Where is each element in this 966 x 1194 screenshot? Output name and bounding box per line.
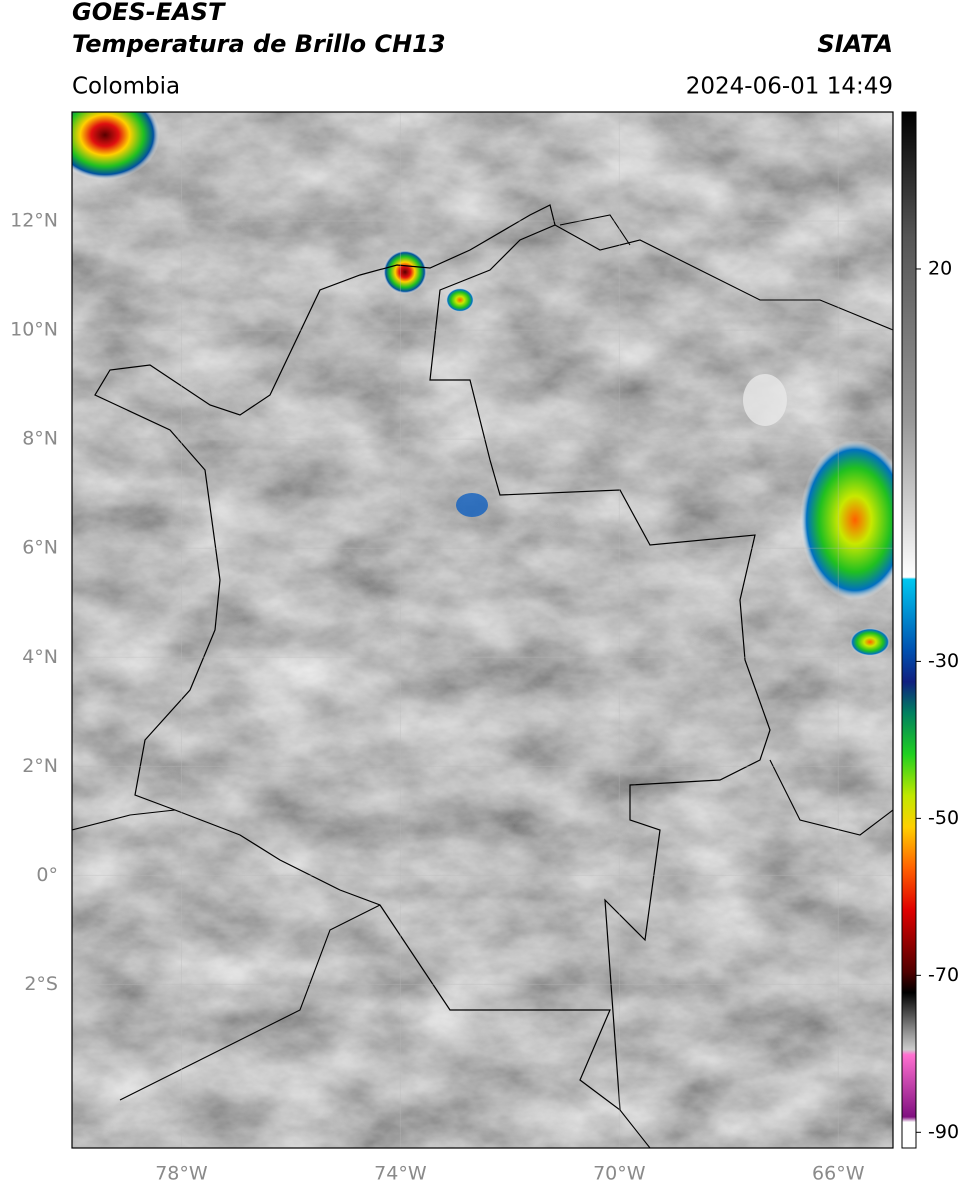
- y-tick-label: 2°S: [24, 973, 58, 995]
- convective-cell: [72, 112, 160, 180]
- convective-cell: [383, 250, 427, 294]
- convective-cell: [456, 493, 488, 517]
- y-tick-label: 8°N: [22, 428, 58, 450]
- y-tick-label: 0°: [36, 864, 58, 886]
- neighbor-borders: [72, 214, 893, 1148]
- x-tick-label: 70°W: [593, 1163, 646, 1185]
- source: SIATA: [817, 30, 893, 58]
- convective-cell: [446, 288, 474, 312]
- colorbar-tick-label: -30: [928, 650, 959, 672]
- datetime: 2024-06-01 14:49: [686, 74, 893, 100]
- y-tick-label: 10°N: [10, 319, 58, 341]
- y-tick-label: 12°N: [10, 210, 58, 232]
- colorbar: [901, 111, 917, 1149]
- x-tick-label: 66°W: [812, 1163, 865, 1185]
- region: Colombia: [72, 74, 180, 100]
- x-tick-label: 78°W: [155, 1163, 208, 1185]
- colorbar-tick-label: 20: [928, 257, 952, 279]
- cloud: [743, 374, 787, 426]
- colorbar-tick-label: -70: [928, 964, 959, 986]
- colorbar-tick-label: -50: [928, 807, 959, 829]
- brightness-field: [72, 112, 893, 1148]
- colombia-border: [94, 204, 771, 1112]
- colorbar-tick-label: -90: [928, 1121, 959, 1143]
- y-tick-label: 2°N: [22, 755, 58, 777]
- map-frame: [71, 111, 894, 1149]
- subtitle: Temperatura de Brillo CH13: [72, 30, 446, 58]
- convective-cell: [850, 628, 890, 656]
- satellite-image: [72, 112, 893, 1148]
- graticule: [72, 112, 893, 1148]
- title: GOES-EAST: [72, 0, 226, 26]
- convective-cell: [800, 440, 893, 600]
- y-tick-label: 6°N: [22, 537, 58, 559]
- x-tick-label: 74°W: [374, 1163, 427, 1185]
- y-tick-label: 4°N: [22, 646, 58, 668]
